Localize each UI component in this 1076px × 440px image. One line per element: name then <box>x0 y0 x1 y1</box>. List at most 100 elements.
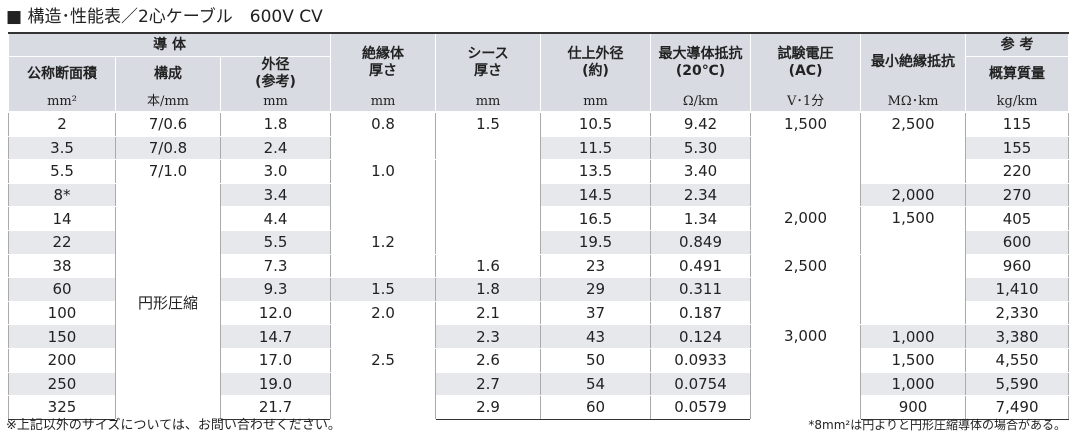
table-cell: 270 <box>965 183 1070 208</box>
header-text: (AC) <box>788 62 823 79</box>
header-text: 厚さ <box>474 62 503 79</box>
table-cell: 0.0933 <box>650 348 752 373</box>
table-cell: 19.0 <box>219 372 332 397</box>
table-cell: 14 <box>8 206 116 231</box>
table-row: 100 12.0 2.0 2.1 37 0.187 2,330 <box>8 301 1070 349</box>
table-cell: 2.3 <box>435 324 542 349</box>
header-text: 最小絶縁抵抗 <box>871 54 956 70</box>
unit-label: V･1分 <box>750 91 862 113</box>
table-cell: 3.4 <box>219 183 332 208</box>
table-cell: 1.0 <box>330 159 437 231</box>
table-row: 5.5 7/1.0 3.0 1.0 13.5 3.40 220 <box>8 159 1070 231</box>
table-cell: 9.42 <box>650 112 752 137</box>
header-text: 構成 <box>154 65 182 82</box>
table-cell: 0.0754 <box>650 372 752 397</box>
table-cell: 11.5 <box>540 136 652 161</box>
table-cell: 1.5 <box>330 277 437 302</box>
table-cell: 8* <box>8 183 116 208</box>
table-cell: 1,500 <box>750 112 862 208</box>
table-cell: 3.0 <box>219 159 332 184</box>
table-cell: 0.849 <box>650 230 752 255</box>
table-cell: 23 <box>540 254 652 279</box>
unit-label: MΩ･km <box>860 91 967 113</box>
table-cell: 50 <box>540 348 652 373</box>
table-row: 14 4.4 16.5 1.34 2,000 1,500 405 <box>8 206 1070 326</box>
table-cell: 2.1 <box>435 301 542 326</box>
table-cell: 0.0579 <box>650 395 752 420</box>
table-cell: 220 <box>965 159 1070 184</box>
table-cell: 200 <box>8 348 116 373</box>
table-cell: 100 <box>8 301 116 326</box>
table-cell: 2,000 <box>750 206 862 255</box>
spec-table: 導 体絶縁体 厚さ シース 厚さ 仕上外径 (約) 最大導体抵抗 (20℃) 試験電圧 (AC) 最… <box>7 32 1070 420</box>
title: ■ 構造･性能表／2心ケーブル 600V CV <box>6 7 323 27</box>
table-cell: 5,590 <box>965 372 1070 397</box>
table-cell: 43 <box>540 324 652 349</box>
table-cell: 7/1.0 <box>115 159 221 184</box>
column-header: 公称断面積 <box>8 56 116 91</box>
column-header: 試験電圧 (AC) <box>750 32 862 91</box>
table-row: 22 5.5 1.2 19.5 0.849 600 <box>8 230 1070 279</box>
unit-label: kg/km <box>965 91 1070 113</box>
table-cell: 325 <box>8 395 116 420</box>
column-header: 概算質量 <box>965 56 1070 91</box>
table-cell: 16.5 <box>540 206 652 231</box>
header-text: 外径 <box>261 57 290 73</box>
unit-label: mm <box>435 91 542 113</box>
table-cell: 7/0.6 <box>115 112 221 137</box>
table-cell: 2,500 <box>860 112 967 184</box>
header-text: 公称断面積 <box>27 65 97 82</box>
table-cell: 13.5 <box>540 159 652 184</box>
table-cell: 1.8 <box>435 277 542 302</box>
table-cell: 2,500 <box>750 254 862 326</box>
table-cell: 0.187 <box>650 301 752 326</box>
table-cell: 600 <box>965 230 1070 255</box>
header-text: シース <box>467 45 509 62</box>
table-cell: 5.30 <box>650 136 752 161</box>
table-cell: 1.34 <box>650 206 752 231</box>
table-cell: 5.5 <box>219 230 332 255</box>
header-row: 導 体絶縁体 厚さ シース 厚さ 仕上外径 (約) 最大導体抵抗 (20℃) 試験電圧 (AC) 最… <box>7 32 1070 91</box>
table-cell: 3.5 <box>8 136 116 161</box>
table-cell: 155 <box>965 136 1070 161</box>
header-text: (20℃) <box>675 62 726 79</box>
table-cell: 3,380 <box>965 324 1070 349</box>
unit-row: mm² 本/mm mm mm mm mm Ω/km V･1分 MΩ･km kg/km <box>8 91 1070 113</box>
footnote: *8mm²は円よりと円形圧縮導体の場合がある。 <box>808 418 1066 432</box>
table-cell: 1.5 <box>435 112 542 255</box>
header-row: 公称断面積 構成 外径 (参考) 概算質量 <box>8 56 1070 91</box>
table-row: 250 19.0 2.7 54 0.0754 1,000 5,590 <box>8 372 1070 397</box>
unit-label: mm <box>330 91 437 113</box>
table-row: 2 7/0.6 1.8 0.8 1.5 10.5 9.42 1,500 2,500 115 <box>8 112 1070 255</box>
table-cell: 2.5 <box>330 348 437 420</box>
table-cell: 2 <box>8 112 116 137</box>
table-cell: 2.7 <box>435 372 542 397</box>
table-row: 60 9.3 1.5 1.8 29 0.311 1,410 <box>8 277 1070 302</box>
table-cell: 405 <box>965 206 1070 231</box>
column-header: 絶縁体 厚さ <box>330 32 437 91</box>
column-header: 最大導体抵抗 (20℃) <box>650 32 752 91</box>
table-cell: 0.124 <box>650 324 752 349</box>
table-cell: 2.9 <box>435 395 542 420</box>
column-header: 外径 (参考) <box>219 56 332 91</box>
header-text: (参考) <box>255 74 296 90</box>
table-cell: 9.3 <box>219 277 332 302</box>
table-cell: 0.311 <box>650 277 752 302</box>
header-group: 参 考 <box>965 32 1070 57</box>
table-cell: 0.8 <box>330 112 437 161</box>
unit-label: mm <box>540 91 652 113</box>
table-cell: 1,410 <box>965 277 1070 302</box>
header-text: 厚さ <box>369 62 398 79</box>
table-cell: 5.5 <box>8 159 116 184</box>
table-cell: 22 <box>8 230 116 255</box>
table-cell: 0.491 <box>650 254 752 279</box>
table-cell: 1.6 <box>435 254 542 279</box>
table-cell: 1,500 <box>860 206 967 326</box>
unit-label: 本/mm <box>115 91 221 113</box>
column-header: 仕上外径 (約) <box>540 32 652 91</box>
unit-label: Ω/km <box>650 91 752 113</box>
table-cell: 60 <box>540 395 652 420</box>
table-cell: 2,330 <box>965 301 1070 326</box>
table-body: 2 7/0.6 1.8 0.8 1.5 10.5 9.42 1,500 2,500 115 3.5 7… <box>8 112 1070 420</box>
